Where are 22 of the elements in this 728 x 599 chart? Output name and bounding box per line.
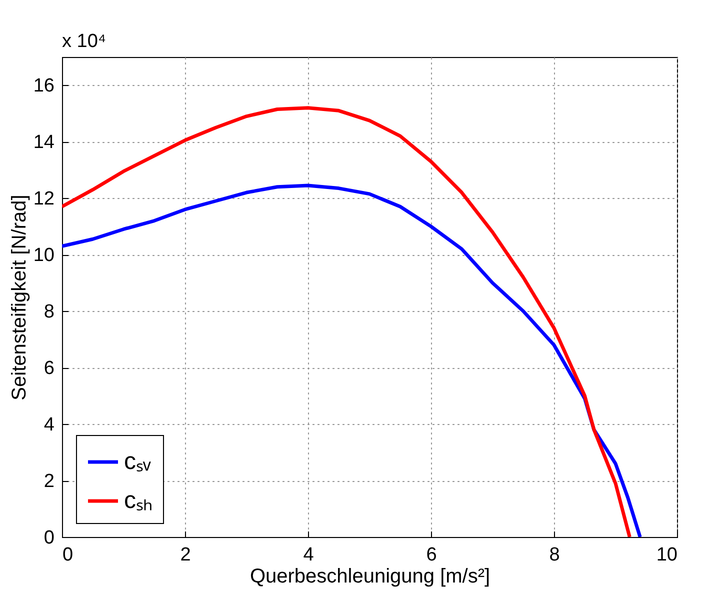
x-tick-label: 8 bbox=[549, 544, 560, 566]
y-tick-label: 8 bbox=[44, 302, 54, 323]
y-tick-label: 14 bbox=[33, 132, 55, 154]
y-tick-label: 2 bbox=[44, 471, 54, 492]
x-tick-label: 2 bbox=[180, 544, 191, 566]
x-tick-label: 4 bbox=[303, 544, 314, 566]
y-tick-label: 4 bbox=[44, 414, 55, 436]
y-axis-title: Seitensteifigkeit [N/rad] bbox=[8, 194, 30, 400]
x-axis-title: Querbeschleunigung [m/s²] bbox=[250, 566, 490, 588]
y-tick-label: 12 bbox=[33, 188, 54, 210]
y-tick-label: 10 bbox=[33, 245, 54, 266]
x-tick-label: 6 bbox=[426, 544, 437, 566]
line-series bbox=[62, 184, 642, 537]
x-tick-label: 10 bbox=[656, 544, 678, 566]
legend-label: cₛₕ bbox=[124, 487, 153, 514]
line-series bbox=[62, 106, 632, 537]
x-tick-label: 0 bbox=[62, 544, 74, 566]
legend-label: cₛᵥ bbox=[124, 448, 151, 475]
y-tick-label: 6 bbox=[44, 358, 54, 380]
text: x 10⁴ bbox=[62, 31, 106, 52]
y-tick-label: 0 bbox=[44, 528, 54, 548]
y-tick-label: 16 bbox=[33, 76, 54, 97]
